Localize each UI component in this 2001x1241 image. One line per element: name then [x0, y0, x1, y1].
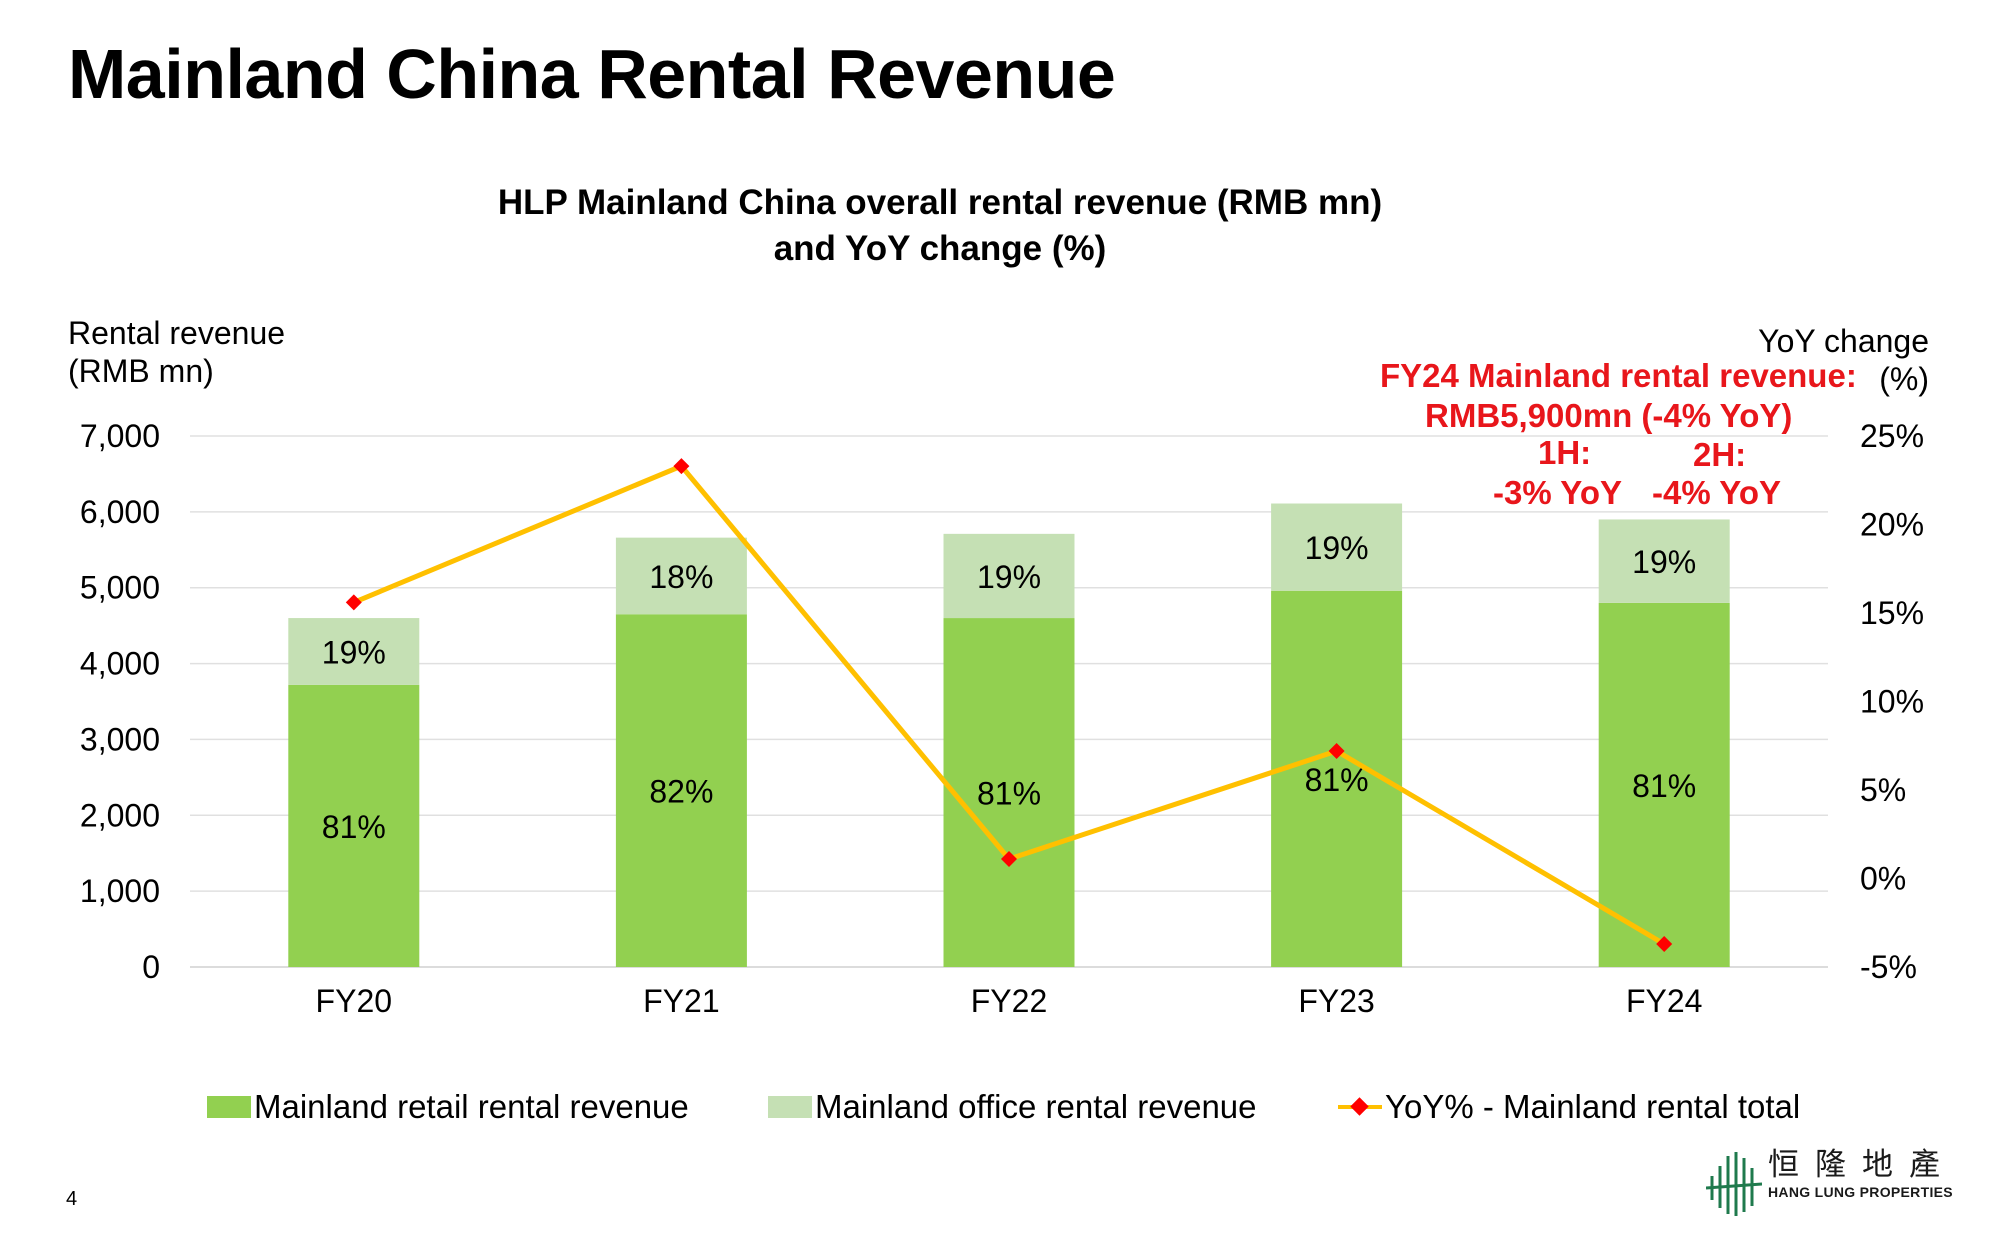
data-label-office: 19%	[322, 634, 386, 670]
page-number: 4	[66, 1188, 78, 1210]
logo-english-text: HANG LUNG PROPERTIES	[1768, 1184, 1953, 1200]
y2-axis-title: YoY change (%)	[1758, 322, 1929, 398]
x-tick-label: FY20	[316, 983, 392, 1019]
fy24-1h-label: 1H:	[1538, 434, 1592, 471]
legend-item-retail: Mainland retail rental revenue	[207, 1088, 689, 1126]
legend-label-yoy: YoY% - Mainland rental total	[1385, 1088, 1801, 1125]
data-label-office: 19%	[1632, 544, 1696, 580]
yoy-marker-fy22	[1001, 851, 1017, 868]
data-label-office: 18%	[649, 559, 713, 595]
bar-office-fy22	[943, 533, 1075, 619]
yoy-marker-fy23	[1328, 743, 1345, 760]
x-tick-label: FY23	[1298, 983, 1374, 1019]
data-label-retail: 81%	[1305, 762, 1369, 798]
bar-office-fy20	[288, 618, 420, 685]
y-axis-title-line2: (RMB mn)	[68, 353, 214, 389]
y-tick-label: 5,000	[80, 570, 160, 606]
y2-tick-label: 10%	[1860, 684, 1924, 720]
yoy-marker-fy21	[673, 458, 690, 475]
y2-axis-title-line1: YoY change	[1758, 323, 1929, 359]
legend-swatch-office	[768, 1096, 812, 1118]
chart-title: HLP Mainland China overall rental revenu…	[330, 180, 1550, 272]
bar-retail-fy22	[943, 618, 1075, 967]
y-tick-label: 6,000	[80, 494, 160, 530]
y-tick-label: 4,000	[80, 646, 160, 682]
bar-retail-fy20	[288, 684, 420, 967]
legend-item-yoy: YoY% - Mainland rental total	[1338, 1088, 1800, 1126]
y-tick-label: 7,000	[80, 418, 160, 454]
y-axis-title: Rental revenue (RMB mn)	[68, 314, 285, 390]
logo-mark-icon	[1706, 1152, 1762, 1216]
fy24-2h-value: -4% YoY	[1652, 474, 1781, 511]
fy24-annotation-line2: RMB5,900mn (-4% YoY)	[1425, 397, 1793, 434]
data-label-office: 19%	[1305, 530, 1369, 566]
y2-tick-label: 5%	[1860, 772, 1906, 808]
data-label-retail: 82%	[649, 774, 713, 810]
page-title: Mainland China Rental Revenue	[68, 35, 1116, 113]
bar-retail-fy24	[1598, 602, 1730, 967]
legend-swatch-retail	[207, 1096, 251, 1118]
y-tick-label: 1,000	[80, 873, 160, 909]
legend-swatch-yoy	[1338, 1096, 1382, 1118]
data-label-retail: 81%	[977, 776, 1041, 812]
fy24-2h-label: 2H:	[1693, 436, 1747, 473]
chart-title-line2: and YoY change (%)	[773, 229, 1107, 268]
bar-retail-fy21	[615, 614, 747, 967]
x-tick-label: FY22	[971, 983, 1047, 1019]
chart-title-line1: HLP Mainland China overall rental revenu…	[497, 183, 1383, 222]
y-tick-label: 0	[142, 949, 160, 985]
y-tick-label: 2,000	[80, 797, 160, 833]
yoy-marker-fy20	[345, 594, 362, 611]
bar-office-fy21	[615, 537, 747, 615]
logo-chinese-text: 恒隆地產	[1768, 1147, 1956, 1182]
yoy-marker-fy24	[1656, 935, 1673, 952]
x-tick-label: FY21	[643, 983, 719, 1019]
y2-tick-label: 25%	[1860, 418, 1924, 454]
y2-tick-label: 20%	[1860, 507, 1924, 543]
x-tick-label: FY24	[1626, 983, 1702, 1019]
data-label-retail: 81%	[1632, 768, 1696, 804]
y-axis-title-line1: Rental revenue	[68, 315, 286, 351]
legend-label-office: Mainland office rental revenue	[815, 1088, 1257, 1125]
y2-tick-label: -5%	[1860, 949, 1917, 985]
y2-axis-title-line2: (%)	[1879, 361, 1929, 397]
fy24-1h-value: -3% YoY	[1493, 474, 1622, 511]
y2-tick-label: 15%	[1860, 595, 1924, 631]
legend-item-office: Mainland office rental revenue	[768, 1088, 1257, 1126]
bar-office-fy24	[1598, 519, 1730, 603]
fy24-annotation-line1: FY24 Mainland rental revenue:	[1380, 357, 1857, 394]
legend-label-retail: Mainland retail rental revenue	[254, 1088, 689, 1125]
bar-office-fy23	[1271, 503, 1403, 591]
data-label-office: 19%	[977, 559, 1041, 595]
company-logo: 恒隆地產 HANG LUNG PROPERTIES	[1706, 1148, 1956, 1218]
y2-tick-label: 0%	[1860, 861, 1906, 897]
y-tick-label: 3,000	[80, 721, 160, 757]
data-label-retail: 81%	[322, 809, 386, 845]
